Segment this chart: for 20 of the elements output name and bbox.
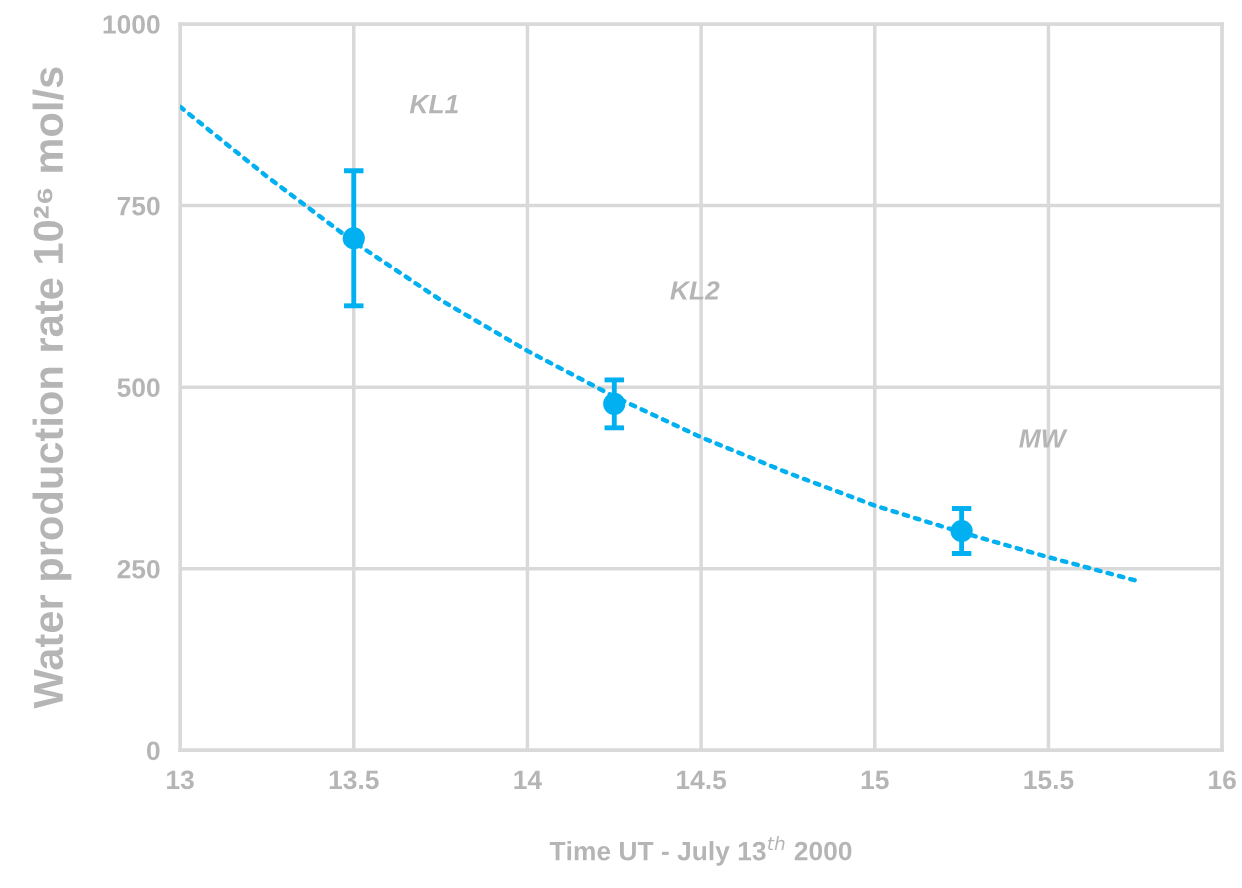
annotation: KL2 [670,281,720,300]
annotation: KL1 [409,94,458,114]
x-axis-title: Time UT - July 13$^{th}$ 2000 [549,836,852,866]
y-tick-label: 750 [117,196,160,216]
x-tick-label: 15 [861,770,889,790]
y-tick-label: 250 [117,559,160,579]
x-tick-label: 14 [514,770,542,789]
x-tick-label: 14.5 [677,770,727,790]
x-tick-label: 13 [167,770,194,790]
annotation: MW [1019,429,1068,448]
point [950,519,973,543]
y-tick-label: 1000 [103,15,160,34]
y-axis-title: Water production rate 10²⁶ mol/s [32,67,72,709]
y-tick-label: 0 [147,741,160,761]
point [603,392,626,415]
x-tick-label: 16 [1209,770,1236,790]
x-tick-label: 13.5 [329,770,379,790]
y-tick-label: 500 [117,378,160,397]
x-tick-label: 15.5 [1024,770,1074,790]
point [342,227,365,250]
